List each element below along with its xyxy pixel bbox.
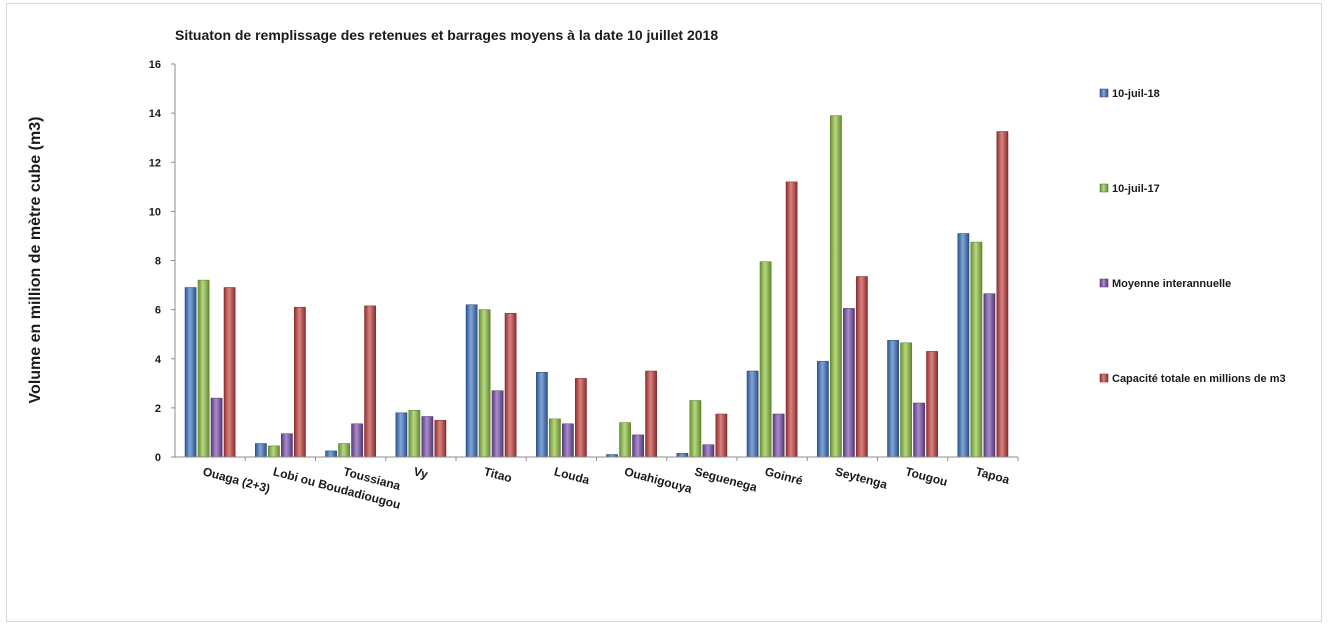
y-tick-label: 14 xyxy=(149,108,162,120)
bar xyxy=(856,276,868,458)
x-tick-label: Ouahigouya xyxy=(623,464,694,496)
y-tick-label: 6 xyxy=(155,305,161,317)
legend-label: 10-juil-18 xyxy=(1112,88,1160,100)
bar xyxy=(746,370,759,458)
bar xyxy=(281,433,293,458)
bar xyxy=(465,304,478,458)
y-axis-ticks: 0 2 4 6 8 10 12 14 16 xyxy=(149,59,175,464)
bar xyxy=(223,287,236,458)
x-tick-label: Goinré xyxy=(763,464,804,488)
y-tick-label: 12 xyxy=(149,157,161,169)
bar xyxy=(351,423,363,458)
y-tick-label: 8 xyxy=(155,256,161,268)
bar xyxy=(817,360,829,458)
bar xyxy=(957,233,970,458)
legend-label: Capacité totale en millions de m3 xyxy=(1112,373,1286,385)
y-tick-label: 2 xyxy=(155,403,161,415)
bar xyxy=(325,450,337,458)
y-tick-label: 16 xyxy=(149,59,161,71)
bar xyxy=(900,342,912,458)
bar xyxy=(676,453,689,458)
bar xyxy=(887,340,899,458)
bar xyxy=(996,131,1009,458)
y-axis-label: Volume en million de mètre cube (m3) xyxy=(27,117,44,404)
bar xyxy=(772,413,785,458)
legend-label: 10-juil-17 xyxy=(1112,183,1160,195)
bar xyxy=(575,378,587,458)
bars xyxy=(184,115,1009,458)
bar xyxy=(210,397,223,458)
bar xyxy=(619,422,631,458)
legend-swatch xyxy=(1099,278,1109,288)
bar xyxy=(408,410,421,458)
x-tick-label: Tapoa xyxy=(974,464,1011,487)
bar xyxy=(184,287,197,458)
bar xyxy=(645,370,657,458)
y-tick-label: 10 xyxy=(149,206,161,218)
bar xyxy=(785,181,798,458)
bar xyxy=(255,443,267,458)
chart-title: Situaton de remplissage des retenues et … xyxy=(175,27,718,43)
bar xyxy=(294,306,306,458)
bar xyxy=(549,418,561,458)
bar xyxy=(491,390,504,458)
bar xyxy=(970,241,983,458)
x-tick-label: Seytenga xyxy=(834,464,889,491)
bar xyxy=(478,309,491,458)
bar xyxy=(395,412,408,458)
x-tick-label: Tougou xyxy=(904,464,949,489)
bar xyxy=(536,372,548,458)
bar xyxy=(338,443,350,458)
y-tick-label: 4 xyxy=(155,354,162,366)
bar xyxy=(364,305,376,458)
bar xyxy=(268,445,280,458)
x-tick-label: Titao xyxy=(482,464,513,485)
x-tick-label: Louda xyxy=(553,464,592,487)
x-tick-label: Ouaga (2+3) xyxy=(201,464,271,495)
bar xyxy=(926,351,938,458)
legend-label: Moyenne interannuelle xyxy=(1112,278,1231,290)
bar xyxy=(702,444,715,458)
x-axis-ticks: Ouaga (2+3) Lobi ou BoudadiougouToussiana… xyxy=(201,457,1019,512)
bar xyxy=(913,402,925,458)
bar xyxy=(843,308,855,458)
legend-swatch xyxy=(1099,88,1109,98)
bar xyxy=(504,313,517,458)
y-tick-label: 0 xyxy=(155,452,161,464)
bar xyxy=(759,261,772,458)
x-tick-label: Vy xyxy=(412,464,430,481)
bar xyxy=(689,400,702,458)
legend-swatch xyxy=(1099,183,1109,193)
x-tick-label: Seguenega xyxy=(693,464,759,494)
bar xyxy=(830,115,842,458)
bar xyxy=(421,416,434,458)
bar xyxy=(197,279,210,458)
bar xyxy=(983,293,996,458)
bar xyxy=(562,423,574,458)
legend-swatch xyxy=(1099,373,1109,383)
legend: 10-juil-18 10-juil-17 Moyenne interannuell… xyxy=(1099,88,1286,385)
bar xyxy=(632,434,644,458)
bar xyxy=(715,413,728,458)
bar xyxy=(434,419,447,458)
